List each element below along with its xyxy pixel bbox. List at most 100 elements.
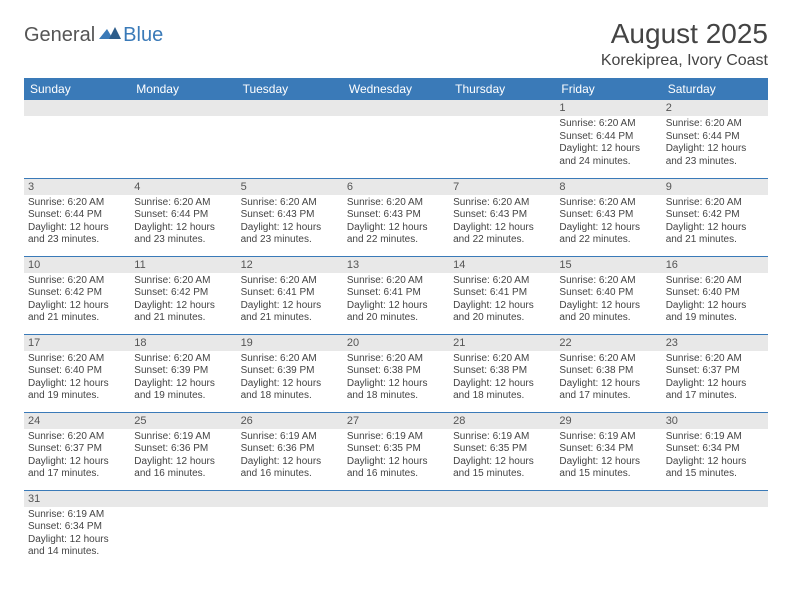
calendar-row: 1Sunrise: 6:20 AMSunset: 6:44 PMDaylight…	[24, 100, 768, 178]
calendar-cell: 7Sunrise: 6:20 AMSunset: 6:43 PMDaylight…	[449, 178, 555, 256]
calendar-cell: 24Sunrise: 6:20 AMSunset: 6:37 PMDayligh…	[24, 412, 130, 490]
calendar-cell: 3Sunrise: 6:20 AMSunset: 6:44 PMDaylight…	[24, 178, 130, 256]
day-body: Sunrise: 6:20 AMSunset: 6:41 PMDaylight:…	[343, 273, 449, 329]
day-body-empty	[449, 116, 555, 172]
day-number-empty	[662, 491, 768, 507]
daylight-line: Daylight: 12 hours and 18 minutes.	[347, 378, 445, 403]
day-body-empty	[343, 116, 449, 172]
sunrise-line: Sunrise: 6:20 AM	[28, 197, 126, 210]
sunrise-line: Sunrise: 6:19 AM	[28, 509, 126, 522]
calendar-cell: 22Sunrise: 6:20 AMSunset: 6:38 PMDayligh…	[555, 334, 661, 412]
daylight-line: Daylight: 12 hours and 14 minutes.	[28, 534, 126, 559]
sunset-line: Sunset: 6:43 PM	[347, 209, 445, 222]
weekday-header: Monday	[130, 78, 236, 100]
daylight-line: Daylight: 12 hours and 15 minutes.	[453, 456, 551, 481]
weekday-header: Tuesday	[237, 78, 343, 100]
day-number: 14	[449, 257, 555, 273]
day-body-empty	[449, 507, 555, 563]
calendar-cell: 20Sunrise: 6:20 AMSunset: 6:38 PMDayligh…	[343, 334, 449, 412]
day-number-empty	[449, 100, 555, 116]
sunset-line: Sunset: 6:38 PM	[347, 365, 445, 378]
day-number: 12	[237, 257, 343, 273]
day-body-empty	[662, 507, 768, 563]
sunrise-line: Sunrise: 6:20 AM	[134, 353, 232, 366]
day-body: Sunrise: 6:20 AMSunset: 6:43 PMDaylight:…	[343, 195, 449, 251]
sunset-line: Sunset: 6:43 PM	[559, 209, 657, 222]
daylight-line: Daylight: 12 hours and 21 minutes.	[28, 300, 126, 325]
daylight-line: Daylight: 12 hours and 17 minutes.	[28, 456, 126, 481]
day-body: Sunrise: 6:20 AMSunset: 6:39 PMDaylight:…	[130, 351, 236, 407]
sunset-line: Sunset: 6:34 PM	[666, 443, 764, 456]
daylight-line: Daylight: 12 hours and 17 minutes.	[559, 378, 657, 403]
daylight-line: Daylight: 12 hours and 19 minutes.	[666, 300, 764, 325]
day-body: Sunrise: 6:20 AMSunset: 6:44 PMDaylight:…	[555, 116, 661, 172]
sunrise-line: Sunrise: 6:19 AM	[453, 431, 551, 444]
sunrise-line: Sunrise: 6:20 AM	[241, 275, 339, 288]
daylight-line: Daylight: 12 hours and 16 minutes.	[241, 456, 339, 481]
sunrise-line: Sunrise: 6:20 AM	[453, 353, 551, 366]
daylight-line: Daylight: 12 hours and 21 minutes.	[241, 300, 339, 325]
calendar-cell: 12Sunrise: 6:20 AMSunset: 6:41 PMDayligh…	[237, 256, 343, 334]
day-number: 31	[24, 491, 130, 507]
day-number: 23	[662, 335, 768, 351]
sunset-line: Sunset: 6:36 PM	[241, 443, 339, 456]
day-body-empty	[237, 507, 343, 563]
sunset-line: Sunset: 6:34 PM	[28, 521, 126, 534]
daylight-line: Daylight: 12 hours and 21 minutes.	[134, 300, 232, 325]
day-body: Sunrise: 6:20 AMSunset: 6:42 PMDaylight:…	[662, 195, 768, 251]
daylight-line: Daylight: 12 hours and 20 minutes.	[347, 300, 445, 325]
day-body: Sunrise: 6:19 AMSunset: 6:36 PMDaylight:…	[237, 429, 343, 485]
daylight-line: Daylight: 12 hours and 20 minutes.	[559, 300, 657, 325]
sunset-line: Sunset: 6:38 PM	[453, 365, 551, 378]
day-number-empty	[237, 100, 343, 116]
day-number: 8	[555, 179, 661, 195]
month-title: August 2025	[601, 18, 768, 50]
sunrise-line: Sunrise: 6:20 AM	[347, 353, 445, 366]
sunrise-line: Sunrise: 6:20 AM	[666, 197, 764, 210]
day-number: 26	[237, 413, 343, 429]
daylight-line: Daylight: 12 hours and 18 minutes.	[453, 378, 551, 403]
calendar-cell	[555, 490, 661, 568]
calendar-cell: 27Sunrise: 6:19 AMSunset: 6:35 PMDayligh…	[343, 412, 449, 490]
flag-icon	[99, 25, 121, 46]
day-body: Sunrise: 6:20 AMSunset: 6:37 PMDaylight:…	[24, 429, 130, 485]
sunrise-line: Sunrise: 6:20 AM	[134, 275, 232, 288]
daylight-line: Daylight: 12 hours and 23 minutes.	[134, 222, 232, 247]
day-number-empty	[24, 100, 130, 116]
sunrise-line: Sunrise: 6:20 AM	[559, 118, 657, 131]
sunrise-line: Sunrise: 6:20 AM	[666, 275, 764, 288]
day-body: Sunrise: 6:19 AMSunset: 6:34 PMDaylight:…	[555, 429, 661, 485]
day-body: Sunrise: 6:20 AMSunset: 6:44 PMDaylight:…	[24, 195, 130, 251]
calendar-cell: 25Sunrise: 6:19 AMSunset: 6:36 PMDayligh…	[130, 412, 236, 490]
sunrise-line: Sunrise: 6:20 AM	[241, 197, 339, 210]
calendar-cell	[237, 490, 343, 568]
sunset-line: Sunset: 6:38 PM	[559, 365, 657, 378]
day-body: Sunrise: 6:20 AMSunset: 6:44 PMDaylight:…	[662, 116, 768, 172]
daylight-line: Daylight: 12 hours and 21 minutes.	[666, 222, 764, 247]
header: General Blue August 2025 Korekiprea, Ivo…	[24, 18, 768, 70]
day-body: Sunrise: 6:20 AMSunset: 6:44 PMDaylight:…	[130, 195, 236, 251]
calendar-cell: 31Sunrise: 6:19 AMSunset: 6:34 PMDayligh…	[24, 490, 130, 568]
day-body: Sunrise: 6:20 AMSunset: 6:43 PMDaylight:…	[237, 195, 343, 251]
day-number: 15	[555, 257, 661, 273]
sunrise-line: Sunrise: 6:20 AM	[241, 353, 339, 366]
daylight-line: Daylight: 12 hours and 17 minutes.	[666, 378, 764, 403]
day-body: Sunrise: 6:20 AMSunset: 6:41 PMDaylight:…	[237, 273, 343, 329]
sunset-line: Sunset: 6:43 PM	[241, 209, 339, 222]
calendar-table: SundayMondayTuesdayWednesdayThursdayFrid…	[24, 78, 768, 568]
day-body: Sunrise: 6:20 AMSunset: 6:38 PMDaylight:…	[555, 351, 661, 407]
calendar-cell	[130, 490, 236, 568]
daylight-line: Daylight: 12 hours and 15 minutes.	[666, 456, 764, 481]
calendar-cell: 6Sunrise: 6:20 AMSunset: 6:43 PMDaylight…	[343, 178, 449, 256]
calendar-cell: 1Sunrise: 6:20 AMSunset: 6:44 PMDaylight…	[555, 100, 661, 178]
sunset-line: Sunset: 6:39 PM	[241, 365, 339, 378]
daylight-line: Daylight: 12 hours and 15 minutes.	[559, 456, 657, 481]
day-body-empty	[130, 116, 236, 172]
sunrise-line: Sunrise: 6:19 AM	[241, 431, 339, 444]
day-body: Sunrise: 6:19 AMSunset: 6:34 PMDaylight:…	[24, 507, 130, 563]
sunrise-line: Sunrise: 6:19 AM	[559, 431, 657, 444]
daylight-line: Daylight: 12 hours and 19 minutes.	[28, 378, 126, 403]
daylight-line: Daylight: 12 hours and 18 minutes.	[241, 378, 339, 403]
daylight-line: Daylight: 12 hours and 24 minutes.	[559, 143, 657, 168]
calendar-cell	[449, 490, 555, 568]
